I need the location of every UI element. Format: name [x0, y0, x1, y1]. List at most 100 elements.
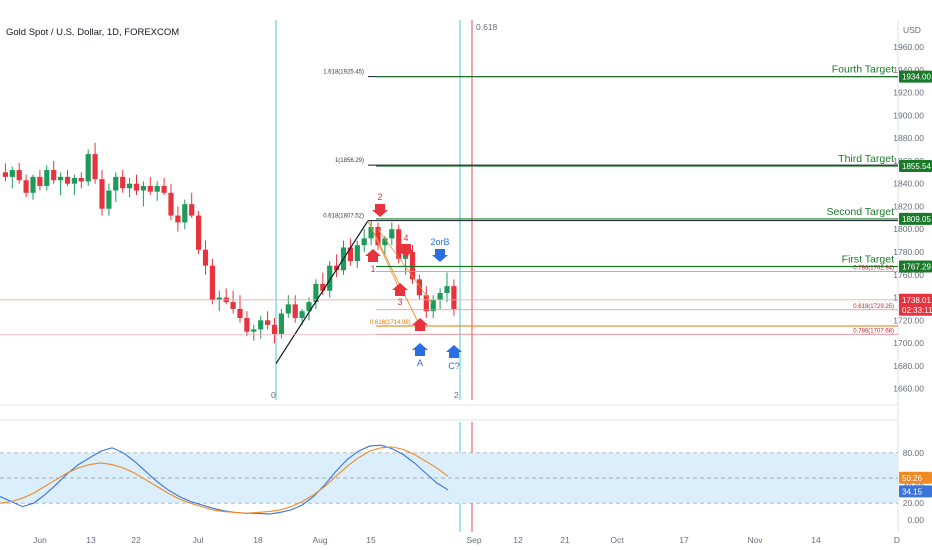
target-badge-text: 1809.05	[902, 215, 931, 224]
fib-extension-label: 1(1856.29)	[335, 158, 364, 164]
candle-body	[292, 304, 298, 319]
wave-label: 1	[370, 264, 375, 274]
price-tick-label: 1760.00	[893, 270, 924, 280]
orange-fib-label: 0.618(1714.98)	[370, 320, 411, 326]
candle-body	[113, 176, 119, 191]
candle-body	[127, 183, 133, 189]
candle-body	[409, 252, 416, 280]
candle-body	[389, 229, 395, 239]
candle-body	[85, 154, 91, 182]
target-badge-text: 1767.29	[902, 262, 931, 271]
level-lines: 1.618(1925.45) Fourth Target 1(1856.29) Thi…	[0, 64, 898, 364]
price-tick-label: 1900.00	[893, 110, 924, 120]
candle-body	[375, 226, 381, 246]
chart-title: Gold Spot / U.S. Dollar, 1D, FOREXCOM	[6, 27, 179, 38]
wave-label: 3	[397, 297, 402, 307]
wave-label: 2orB	[430, 237, 449, 247]
candle-body	[92, 154, 98, 180]
candle-body	[71, 178, 77, 184]
time-tick-label: Jul	[193, 535, 204, 545]
time-tick-label: Aug	[312, 535, 327, 545]
candle-body	[423, 295, 429, 312]
candle-body	[78, 178, 84, 182]
candle-body	[237, 308, 243, 319]
fib-extension-label: 1.618(1925.45)	[323, 70, 364, 76]
candle-body	[23, 180, 29, 193]
wave-label: C?	[448, 361, 460, 371]
fib-time-label: 0.618	[476, 22, 498, 32]
target-label: Third Target	[838, 153, 894, 165]
price-tick-label: 1700.00	[893, 338, 924, 348]
arrow-down-icon	[398, 244, 414, 257]
target-badge	[899, 212, 932, 225]
candle-body	[58, 176, 64, 181]
arrow-up-icon	[365, 249, 381, 262]
price-tick-label: 1920.00	[893, 88, 924, 98]
target-label: Fourth Target	[832, 64, 894, 76]
fib-extension-label: 0.618(1807.52)	[323, 214, 364, 220]
target-badge-text: 1855.54	[902, 162, 931, 171]
candle-body	[327, 265, 333, 291]
candle-body	[161, 185, 167, 193]
arrow-down-icon	[372, 204, 388, 217]
candle-body	[320, 283, 326, 291]
candle-body	[244, 318, 250, 332]
candle-body	[182, 204, 188, 223]
time-tick-label: Sep	[466, 535, 481, 545]
price-axis: 1960.001940.001920.001900.001880.001860.…	[893, 42, 924, 394]
candle-body	[306, 302, 312, 312]
candle-body	[64, 176, 71, 184]
price-tick-label: 1780.00	[893, 247, 924, 257]
time-tick-label: D	[894, 535, 900, 545]
oscillator-tick-label: 0.00	[907, 515, 924, 525]
candle-body	[368, 226, 374, 239]
candle-body	[30, 176, 36, 193]
time-tick-label: 14	[811, 535, 821, 545]
arrow-up-icon	[412, 318, 428, 331]
candle-body	[444, 286, 450, 293]
candle-body	[216, 297, 222, 300]
candle-body	[133, 183, 140, 191]
candle-body	[2, 172, 8, 177]
candle-body	[430, 299, 436, 312]
arrow-up-icon	[392, 283, 408, 296]
oscillator-tick-label: 80.00	[903, 448, 925, 458]
cycle-label: 0	[271, 390, 276, 400]
candle-body	[154, 185, 160, 192]
price-tick-label: 1960.00	[893, 42, 924, 52]
impulse-trendline	[275, 220, 369, 364]
candle-body	[196, 215, 202, 250]
cycle-lines: 0 2 0.618	[271, 20, 498, 532]
candle-body	[437, 292, 443, 300]
time-tick-label: 17	[679, 535, 689, 545]
wave-annotations: 2 1 4 3 2orB A C?	[365, 192, 462, 371]
retrace-label: 0.786(1762.94)	[853, 265, 894, 271]
correction-line	[367, 220, 421, 327]
price-grid	[0, 20, 899, 532]
oscillator-tick-label: 20.00	[903, 498, 925, 508]
candle-body	[416, 279, 422, 296]
candle-body	[265, 320, 271, 325]
correction-line	[367, 220, 399, 287]
countdown-text: 02:33:11	[902, 306, 932, 315]
candle-body	[334, 265, 340, 271]
candle-body	[99, 179, 105, 209]
time-tick-label: 15	[366, 535, 376, 545]
d-value-text: 50.26	[902, 474, 923, 483]
candle-body	[361, 238, 367, 246]
retrace-label: 0.786(1707.68)	[853, 328, 894, 334]
candle-body	[209, 265, 215, 300]
arrow-up-icon	[446, 345, 462, 358]
candle-body	[140, 185, 146, 191]
arrow-up-icon	[412, 343, 428, 356]
candle-body	[382, 238, 388, 246]
last-price-text: 1738.01	[902, 296, 931, 305]
time-tick-label: Oct	[610, 535, 624, 545]
candle-body	[37, 176, 43, 186]
candle-body	[299, 311, 305, 319]
candle-body	[258, 320, 264, 330]
time-tick-label: 13	[86, 535, 96, 545]
price-tick-label: 1720.00	[893, 315, 924, 325]
